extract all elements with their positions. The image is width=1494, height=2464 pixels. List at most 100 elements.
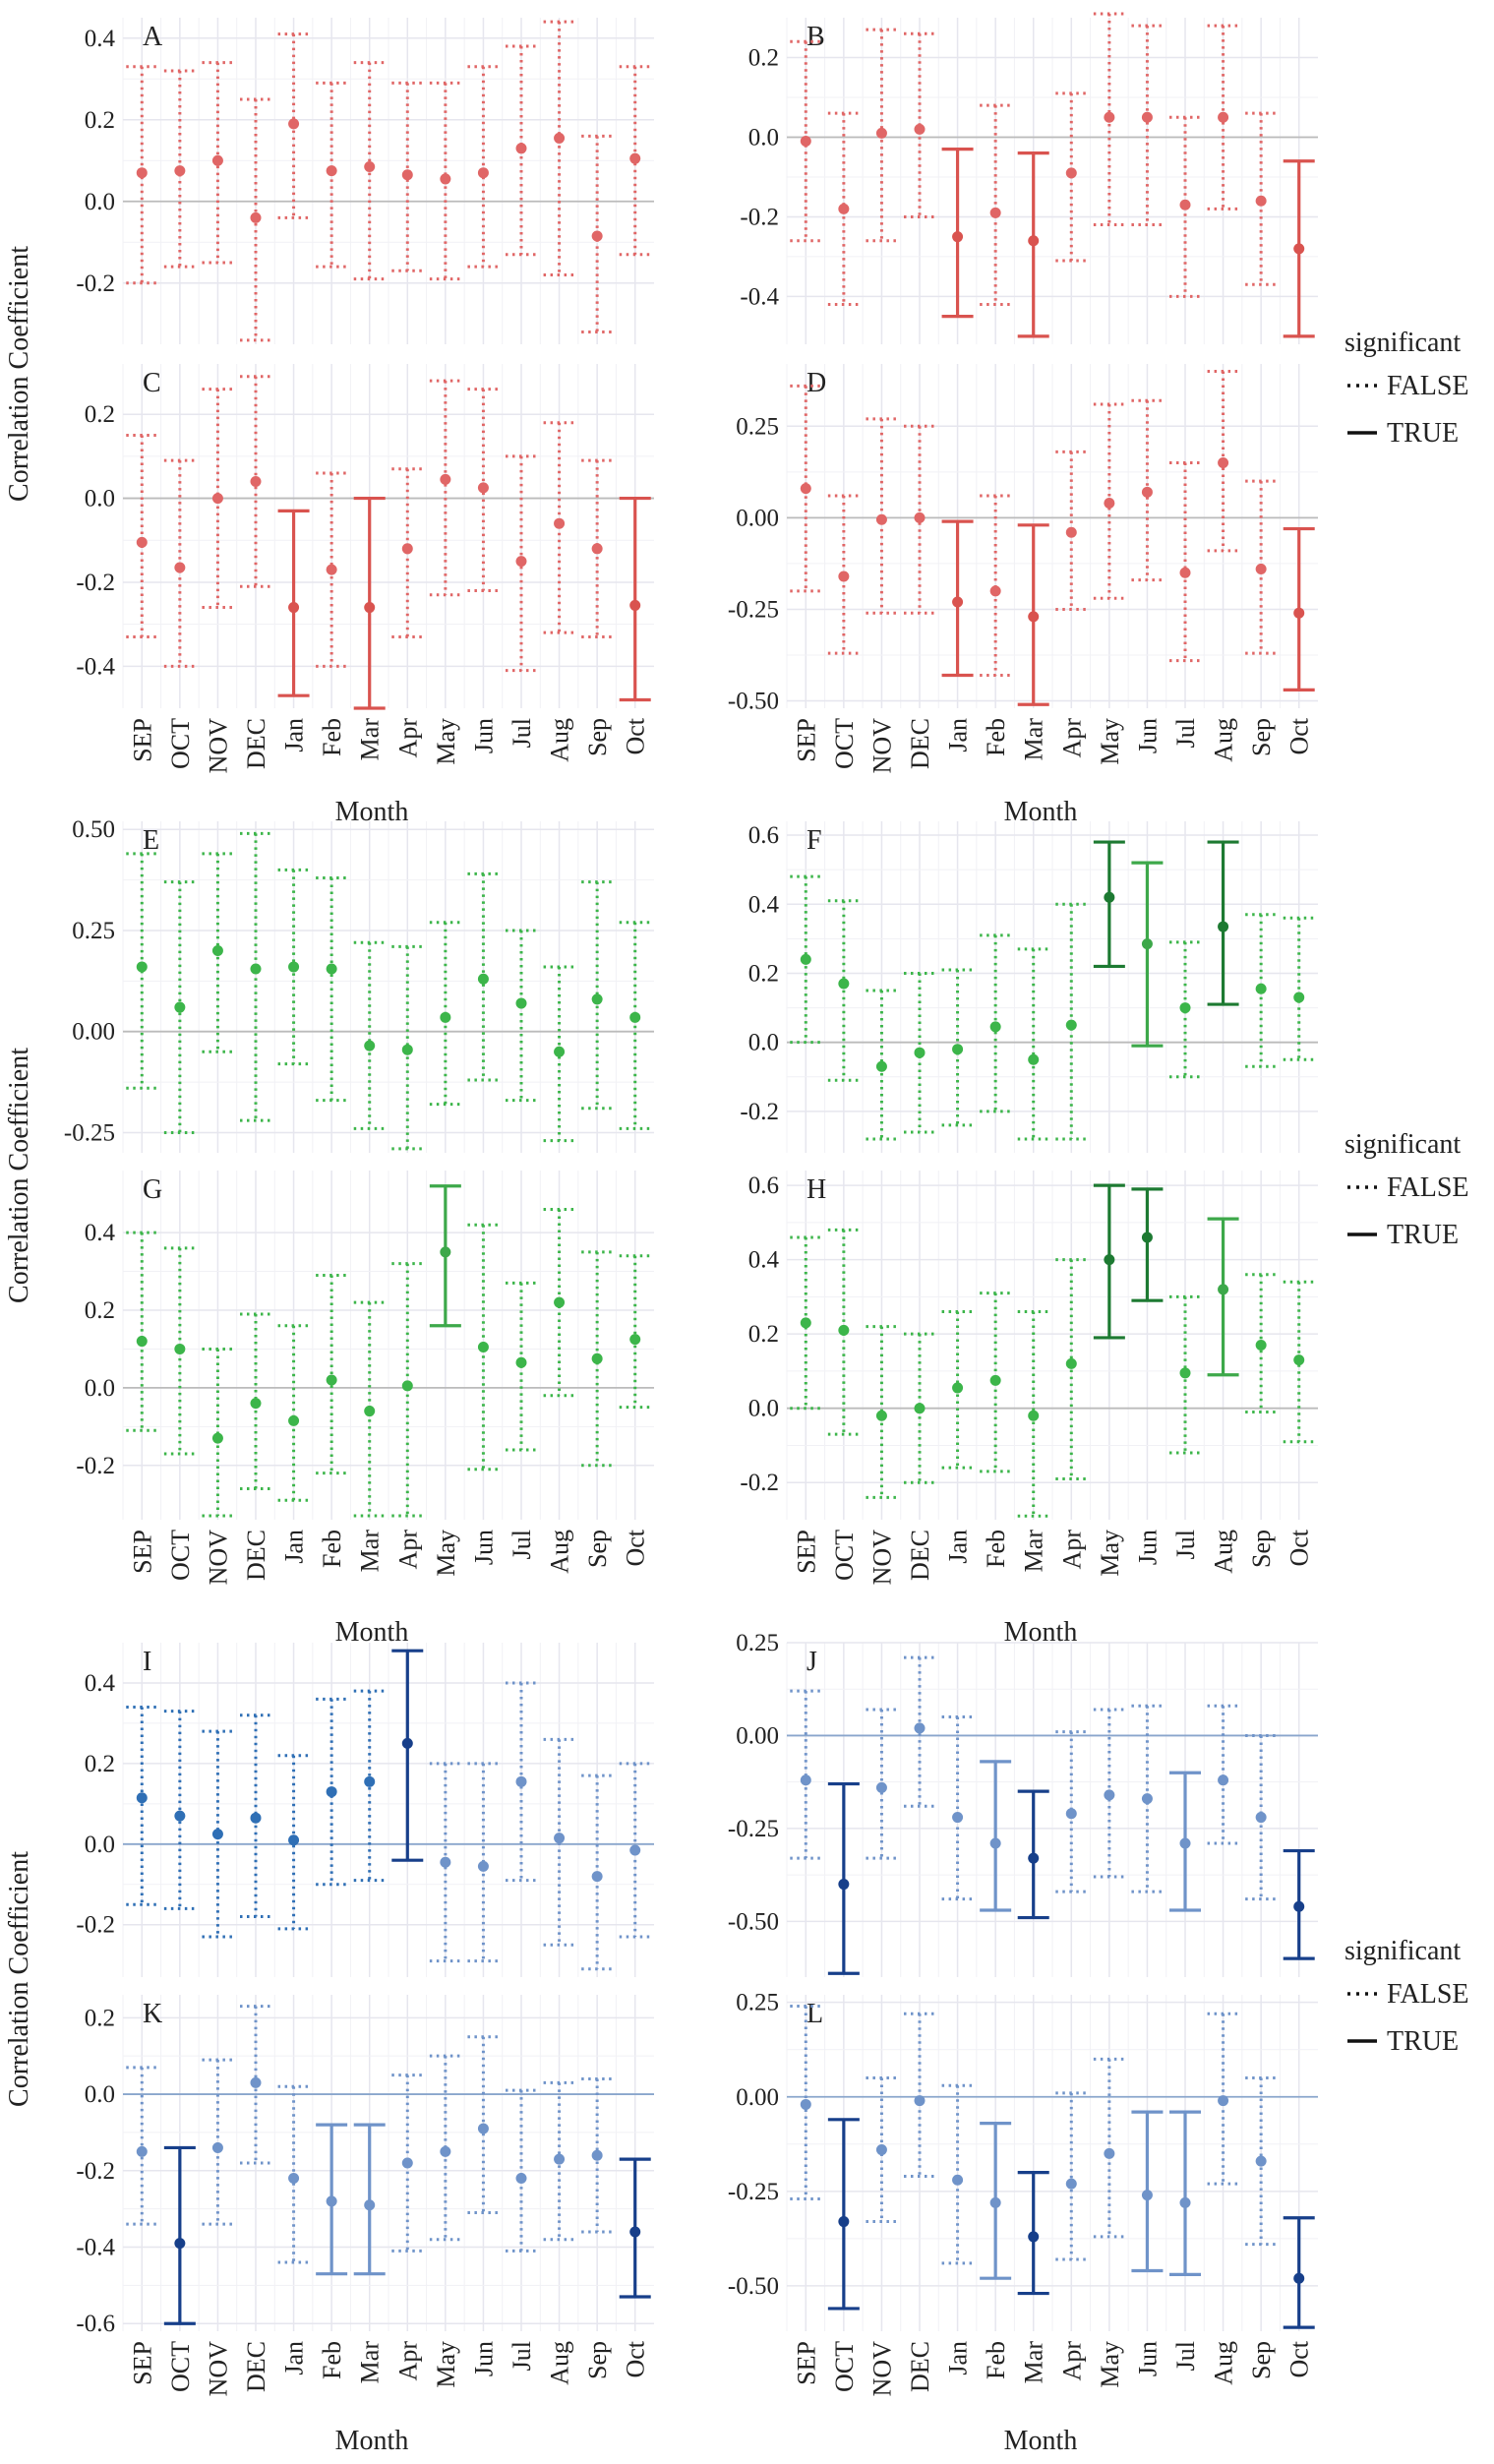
estimate-point xyxy=(629,599,641,611)
panel-label: H xyxy=(807,1174,826,1205)
estimate-point xyxy=(440,473,451,485)
estimate-point xyxy=(477,2123,489,2134)
x-tick-label: Apr xyxy=(393,718,422,758)
estimate-point xyxy=(1141,486,1153,498)
estimate-point xyxy=(401,1044,413,1055)
y-tick-label: 0.2 xyxy=(748,960,779,987)
estimate-point xyxy=(1065,167,1077,179)
errorbar-Mar xyxy=(1017,1310,1049,1518)
estimate-point xyxy=(364,1406,376,1417)
estimate-point xyxy=(800,2098,811,2110)
estimate-point xyxy=(629,1334,641,1346)
estimate-point xyxy=(326,1786,337,1798)
errorbar-Oct xyxy=(619,496,651,702)
y-tick-label: -0.2 xyxy=(76,570,115,596)
errorbar-OCT xyxy=(163,1710,196,1910)
x-tick-label: Apr xyxy=(1057,2341,1086,2381)
estimate-point xyxy=(211,154,223,166)
errorbar-Jul xyxy=(506,1681,537,1883)
estimate-point xyxy=(1255,983,1267,994)
errorbar-SEP xyxy=(126,2066,158,2226)
errorbar-Mar xyxy=(1017,1789,1049,1920)
errorbar-NOV xyxy=(866,28,898,243)
errorbar-SEP xyxy=(790,2005,822,2201)
errorbar-SEP xyxy=(126,1706,158,1906)
estimate-point xyxy=(1293,992,1305,1003)
estimate-point xyxy=(515,1775,527,1787)
x-tick-label: Jun xyxy=(1133,1530,1162,1565)
x-tick-label: NOV xyxy=(204,718,232,774)
errorbar-NOV xyxy=(202,61,234,265)
estimate-point xyxy=(1218,1774,1229,1786)
errorbar-NOV xyxy=(202,388,234,610)
estimate-point xyxy=(952,1044,964,1055)
errorbar-May xyxy=(1093,402,1125,600)
errorbar-Jun xyxy=(467,65,500,269)
estimate-point xyxy=(477,482,489,494)
y-tick-label: 0.6 xyxy=(748,1172,779,1199)
estimate-point xyxy=(1218,2095,1229,2107)
estimate-point xyxy=(1065,2178,1077,2190)
estimate-point xyxy=(1293,607,1305,619)
y-tick-label: -0.2 xyxy=(76,2158,115,2185)
errorbar-NOV xyxy=(202,1347,234,1518)
x-tick-label: May xyxy=(1096,2341,1124,2388)
x-tick-label: Sep xyxy=(583,2341,612,2379)
estimate-point xyxy=(1255,1340,1267,1351)
errorbar-NOV xyxy=(866,1708,898,1860)
estimate-point xyxy=(174,1810,186,1822)
estimate-point xyxy=(211,2141,223,2153)
errorbar-Jun xyxy=(467,2035,500,2215)
errorbar-Aug xyxy=(543,421,575,634)
errorbar-Jul xyxy=(506,1281,537,1452)
errorbar-Apr xyxy=(391,1649,424,1862)
panel-E: -0.25 0.00 0.25 0.50 E xyxy=(64,816,654,1153)
x-tick-label: Sep xyxy=(1247,2341,1276,2379)
estimate-point xyxy=(1179,199,1191,210)
y-tick-label: 0.2 xyxy=(85,1751,115,1777)
errorbar-Aug xyxy=(1207,2012,1239,2186)
x-tick-label: Sep xyxy=(1247,1530,1276,1568)
estimate-point xyxy=(800,483,811,495)
y-tick-label: -0.50 xyxy=(728,1908,779,1935)
estimate-point xyxy=(250,1398,262,1410)
x-axis-title-l: Month xyxy=(1004,2426,1078,2456)
x-tick-label: Sep xyxy=(1247,718,1276,756)
estimate-point xyxy=(364,602,376,614)
estimate-point xyxy=(591,230,603,242)
estimate-point xyxy=(989,1837,1001,1849)
errorbar-Oct xyxy=(619,1254,651,1410)
y-tick-label: -0.4 xyxy=(740,283,779,310)
estimate-point xyxy=(136,167,148,179)
estimate-point xyxy=(326,564,337,575)
legend-false-label: FALSE xyxy=(1387,1979,1469,2010)
estimate-point xyxy=(401,2157,413,2169)
errorbar-Apr xyxy=(1055,91,1088,263)
estimate-point xyxy=(288,1834,300,1846)
panel-label: K xyxy=(143,1999,162,2029)
errorbar-Jan xyxy=(277,2084,310,2264)
errorbar-SEP xyxy=(790,1235,822,1411)
panel-F: -0.2 0.0 0.2 0.4 0.6 F xyxy=(740,821,1318,1153)
y-tick-label: -0.2 xyxy=(740,204,779,230)
y-tick-label: -0.25 xyxy=(728,1816,779,1842)
errorbar-Mar xyxy=(1017,523,1049,706)
y-axis-title-red: Correlation Coefficient xyxy=(4,246,34,502)
errorbar-Jun xyxy=(467,388,500,592)
x-tick-label: NOV xyxy=(204,2341,232,2397)
y-tick-label: 0.4 xyxy=(748,891,780,918)
errorbar-OCT xyxy=(163,2145,196,2325)
errorbar-Mar xyxy=(353,61,386,281)
errorbar-NOV xyxy=(866,989,898,1141)
x-tick-label: Sep xyxy=(583,718,612,756)
x-tick-label: Feb xyxy=(982,2341,1010,2379)
errorbar-DEC xyxy=(904,424,935,615)
estimate-point xyxy=(211,1432,223,1444)
y-tick-label: 0.25 xyxy=(736,1630,779,1656)
errorbar-SEP xyxy=(790,384,822,593)
estimate-point xyxy=(1141,1793,1153,1805)
estimate-point xyxy=(1179,1837,1191,1849)
errorbar-Sep xyxy=(1245,111,1278,286)
estimate-point xyxy=(554,132,566,144)
estimate-point xyxy=(364,1040,376,1052)
